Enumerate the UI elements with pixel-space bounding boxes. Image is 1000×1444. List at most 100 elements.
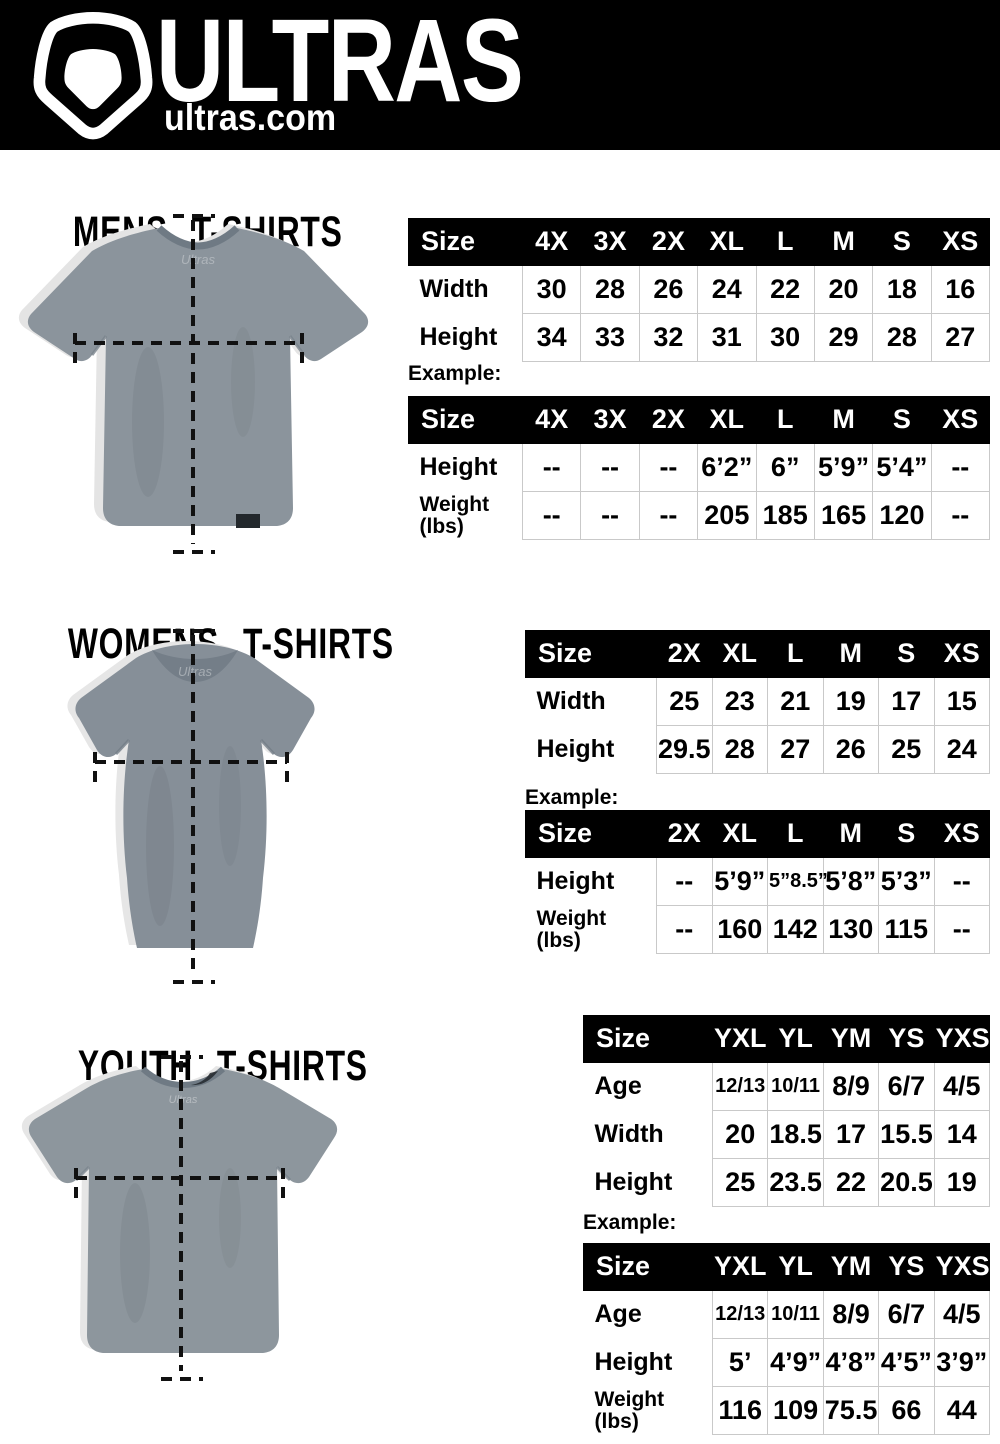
column-header: L — [767, 630, 824, 678]
size-value-cell: 205 — [697, 491, 757, 540]
size-value-cell: 20 — [813, 265, 874, 314]
size-value-cell: 18 — [872, 265, 932, 314]
youth-example-label: Example: — [583, 1211, 677, 1234]
column-header: 2X — [656, 810, 713, 858]
size-value-cell: 12/13 — [711, 1062, 769, 1111]
column-header: YM — [822, 1243, 880, 1291]
row-label: Height — [419, 453, 498, 481]
youth-example-table: Size YXL YL YM YS YXS Age 12/13 10/11 8/9 6/7 4/5 He… — [583, 1243, 991, 1435]
table-header-row: Size YXL YL YM YS YXS — [583, 1243, 991, 1291]
size-value-cell: 14 — [933, 1110, 991, 1159]
size-value-cell: -- — [930, 491, 991, 540]
column-header: YXS — [933, 1243, 991, 1291]
size-value-cell: 27 — [767, 725, 824, 774]
size-value-cell: 4’5” — [878, 1338, 935, 1387]
size-value-cell: -- — [580, 491, 640, 540]
size-value-cell: -- — [933, 857, 990, 906]
size-value-cell: 27 — [930, 313, 991, 362]
size-value-cell: 22 — [822, 1158, 880, 1207]
size-value-cell: 33 — [580, 313, 640, 362]
womens-example-label: Example: — [525, 786, 619, 809]
size-value-cell: 22 — [755, 265, 815, 314]
size-value-cell: 29.5 — [656, 725, 713, 774]
column-header: L — [755, 396, 815, 444]
row-label: Weight (lbs) — [419, 493, 490, 538]
column-header: YS — [878, 1015, 935, 1063]
column-header: YXL — [711, 1015, 769, 1063]
mens-example-table: Size 4X 3X 2X XL L M S XS Height -- -- -- 6’2” 6” 5’9” 5… — [408, 396, 991, 540]
column-header: XL — [711, 810, 768, 858]
mens-size-table: Size 4X 3X 2X XL L M S XS Width 30 28 26 24 22 20 18 16 He… — [408, 218, 991, 362]
size-value-cell: 4’8” — [822, 1338, 880, 1387]
size-value-cell: 6/7 — [878, 1062, 935, 1111]
size-value-cell: 30 — [521, 265, 582, 314]
measurement-lines — [93, 629, 289, 984]
size-value-cell: -- — [930, 443, 991, 492]
size-value-cell: -- — [521, 491, 582, 540]
table-row: Width 30 28 26 24 22 20 18 16 — [409, 265, 991, 314]
table-row: Height 29.5 28 27 26 25 24 — [526, 725, 990, 774]
size-value-cell: -- — [638, 491, 699, 540]
size-value-cell: 25 — [656, 677, 713, 726]
measurement-lines — [73, 214, 304, 554]
column-header: S — [872, 218, 932, 266]
size-value-cell: 34 — [521, 313, 582, 362]
column-header: S — [878, 810, 935, 858]
column-header: Size — [525, 630, 657, 678]
column-header: Size — [525, 810, 657, 858]
size-value-cell: 17 — [822, 1110, 880, 1159]
youth-size-table: Size YXL YL YM YS YXS Age 12/13 10/11 8/9 6/7 4/5 Wi… — [583, 1015, 991, 1207]
column-header: XL — [697, 396, 757, 444]
column-header: 2X — [638, 396, 699, 444]
column-header: YS — [878, 1243, 935, 1291]
table-row: Age 12/13 10/11 8/9 6/7 4/5 — [584, 1062, 991, 1111]
size-value-cell: 19 — [822, 677, 879, 726]
size-value-cell: 21 — [767, 677, 824, 726]
column-header: 4X — [521, 396, 582, 444]
size-value-cell: 3’9” — [933, 1338, 991, 1387]
table-row: Width 25 23 21 19 17 15 — [526, 677, 990, 726]
size-value-cell: 75.5 — [822, 1386, 880, 1435]
size-value-cell: 23 — [711, 677, 768, 726]
size-value-cell: 116 — [711, 1386, 769, 1435]
table-row: Height 34 33 32 31 30 29 28 27 — [409, 313, 991, 362]
table-header-row: Size 2X XL L M S XS — [525, 630, 990, 678]
table-row: Weight (lbs) 116 109 75.5 66 44 — [584, 1386, 991, 1435]
size-value-cell: -- — [656, 857, 713, 906]
column-header: Size — [408, 396, 523, 444]
size-value-cell: 4/5 — [933, 1062, 991, 1111]
size-value-cell: 30 — [755, 313, 815, 362]
column-header: XS — [933, 630, 990, 678]
womens-example-table: Size 2X XL L M S XS Height -- 5’9” 5”8.5” 5’8” 5’3” -… — [525, 810, 990, 954]
size-value-cell: 16 — [930, 265, 991, 314]
table-row: Height -- -- -- 6’2” 6” 5’9” 5’4” -- — [409, 443, 991, 492]
size-value-cell: 5’4” — [872, 443, 932, 492]
table-header-row: Size YXL YL YM YS YXS — [583, 1015, 991, 1063]
size-value-cell: 15.5 — [878, 1110, 935, 1159]
size-value-cell: -- — [580, 443, 640, 492]
size-value-cell: 6” — [755, 443, 815, 492]
column-header: 4X — [521, 218, 582, 266]
size-value-cell: 28 — [580, 265, 640, 314]
size-value-cell: 130 — [822, 905, 879, 954]
row-label: Age — [594, 1072, 642, 1100]
pentagon-shield-icon — [33, 11, 153, 140]
column-header: S — [872, 396, 932, 444]
column-header: XL — [697, 218, 757, 266]
size-value-cell: 185 — [755, 491, 815, 540]
table-header-row: Size 4X 3X 2X XL L M S XS — [408, 396, 991, 444]
size-value-cell: 160 — [711, 905, 768, 954]
size-value-cell: 5’9” — [711, 857, 768, 906]
size-value-cell: 31 — [697, 313, 757, 362]
size-value-cell: 120 — [872, 491, 932, 540]
brand-wordmark: ULTRAS — [156, 0, 524, 127]
collar-label-text: Ultras — [178, 664, 212, 679]
youth-tshirt-image: Ultras — [21, 1055, 338, 1381]
table-header-row: Size 2X XL L M S XS — [525, 810, 990, 858]
womens-tshirt-image: Ultras — [67, 629, 315, 984]
size-value-cell: 5’ — [711, 1338, 769, 1387]
column-header: XS — [930, 218, 991, 266]
size-value-cell: 19 — [933, 1158, 991, 1207]
size-value-cell: 29 — [813, 313, 874, 362]
size-value-cell: 28 — [872, 313, 932, 362]
